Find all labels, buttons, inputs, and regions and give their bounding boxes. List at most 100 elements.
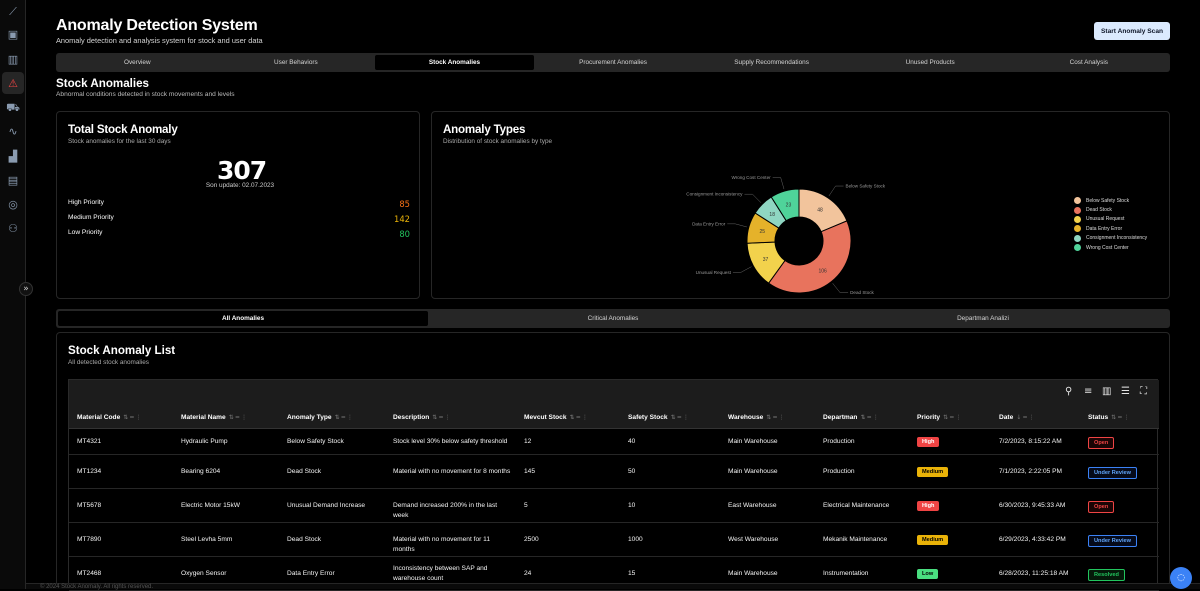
table-cell-desc: Material with no movement for 11 months — [393, 536, 490, 553]
column-actions-icon[interactable]: ⇅ ═ ⋮ — [334, 414, 354, 421]
donut-slice[interactable] — [767, 220, 852, 294]
column-actions-icon[interactable]: ⇅ ═ ⋮ — [432, 414, 451, 421]
table-cell-name: Oxygen Sensor — [181, 570, 227, 577]
column-header[interactable]: Safety Stock ⇅ ═ ⋮ — [628, 414, 689, 421]
legend-swatch — [1074, 234, 1081, 242]
column-actions-icon[interactable]: ⇅ ═ ⋮ — [766, 414, 785, 421]
chart-line-icon[interactable]: ⟋ — [9, 4, 17, 18]
box-icon[interactable]: ▣ — [7, 27, 19, 41]
donut-slice[interactable] — [770, 188, 800, 222]
table-cell-warehouse: Main Warehouse — [728, 570, 778, 577]
sidebar-expand-icon[interactable]: » — [19, 282, 33, 296]
truck-icon[interactable]: ⛟ — [6, 100, 20, 114]
total-anomaly-card: Total Stock Anomaly Stock anomalies for … — [56, 111, 420, 299]
priority-label: High Priority — [68, 199, 104, 206]
column-header[interactable]: Priority ⇅ ═ ⋮ — [917, 414, 962, 421]
search-icon[interactable]: ⚲ — [1065, 386, 1073, 397]
tab-user-behaviors[interactable]: User Behaviors — [274, 59, 318, 66]
activity-icon[interactable]: ∿ — [8, 124, 18, 138]
main-tabs: Overview User Behaviors Stock Anomalies … — [56, 53, 1170, 72]
column-header[interactable]: Material Code ⇅ ═ ⋮ — [77, 414, 142, 421]
table-row[interactable]: MT5678 Electric Motor 15kW Unusual Demand … — [69, 489, 1159, 523]
tab-cost-analysis[interactable]: Cost Analysis — [1069, 59, 1108, 66]
column-header-label: Material Name — [181, 414, 226, 421]
column-actions-icon[interactable]: ⇅ ═ ⋮ — [670, 414, 690, 421]
database-icon[interactable]: ◎ — [8, 197, 18, 211]
status-badge[interactable]: Under Review — [1088, 535, 1137, 547]
table-cell-dept: Production — [823, 468, 855, 475]
table-row[interactable]: MT4321 Hydraulic Pump Below Safety Stock St… — [69, 429, 1159, 455]
tab-procurement-anomalies[interactable]: Procurement Anomalies — [579, 59, 647, 66]
tab-critical-anomalies[interactable]: Critical Anomalies — [587, 315, 639, 322]
column-header-label: Safety Stock — [628, 414, 668, 421]
types-card-subtitle: Distribution of stock anomalies by type — [443, 138, 553, 145]
filter-icon[interactable]: ≡ — [1084, 386, 1093, 397]
column-header[interactable]: Anomaly Type ⇅ ═ ⋮ — [287, 414, 353, 421]
column-actions-icon[interactable]: ⇅ ═ ⋮ — [1111, 414, 1130, 421]
section-subtitle: Abnormal conditions detected in stock mo… — [56, 91, 235, 98]
fullscreen-icon[interactable]: ⛶ — [1140, 386, 1147, 397]
columns-icon[interactable]: ▥ — [1102, 386, 1112, 397]
table-cell-name: Bearing 6204 — [181, 468, 221, 475]
column-header-label: Anomaly Type — [287, 414, 332, 421]
column-actions-icon[interactable]: ⇅ ═ ⋮ — [228, 414, 248, 421]
legend-label: Wrong Cost Center — [1086, 244, 1129, 251]
column-actions-icon[interactable]: ↓ ═ ⋮ — [1016, 414, 1035, 421]
alert-triangle-icon[interactable]: ⚠ — [2, 72, 24, 94]
legend-item[interactable]: Below Safety Stock — [1074, 196, 1147, 205]
column-actions-icon[interactable]: ⇅ ═ ⋮ — [943, 414, 962, 421]
table-row[interactable]: MT1234 Bearing 6204 Dead Stock Material wit… — [69, 455, 1159, 489]
tab-overview[interactable]: Overview — [123, 59, 151, 66]
table-cell-desc: Material with no movement for 8 months — [393, 468, 511, 475]
start-anomaly-scan-button[interactable]: Start Anomaly Scan — [1094, 22, 1170, 40]
column-header[interactable]: Warehouse ⇅ ═ ⋮ — [728, 414, 785, 421]
slice-category-label: Dead Stock — [850, 290, 874, 295]
tab-supply-recommendations[interactable]: Supply Recommendations — [734, 59, 809, 66]
column-header[interactable]: Mevcut Stock ⇅ ═ ⋮ — [524, 414, 588, 421]
last-update: Son update: 02.07.2023 — [205, 182, 275, 189]
column-actions-icon[interactable]: ⇅ ═ ⋮ — [123, 414, 142, 421]
column-actions-icon[interactable]: ⇅ ═ ⋮ — [569, 414, 588, 421]
legend-item[interactable]: Dead Stock — [1074, 205, 1147, 214]
legend-item[interactable]: Wrong Cost Center — [1074, 243, 1147, 252]
table-row[interactable]: MT7890 Steel Levha 5mm Dead Stock Material … — [69, 523, 1159, 557]
status-badge[interactable]: Resolved — [1088, 569, 1125, 581]
tab-departman-analizi[interactable]: Departman Analizi — [957, 315, 1009, 322]
status-badge[interactable]: Open — [1088, 501, 1115, 513]
tab-all-anomalies[interactable]: All Anomalies — [58, 311, 428, 326]
slice-category-label: Wrong Cost Center — [731, 175, 771, 180]
table-cell-name: Electric Motor 15kW — [181, 502, 240, 509]
status-badge[interactable]: Under Review — [1088, 467, 1137, 479]
table-cell-date: 6/30/2023, 9:45:33 AM — [999, 502, 1066, 509]
tab-stock-anomalies[interactable]: Stock Anomalies — [375, 55, 534, 70]
legend-label: Consignment Inconsistency — [1086, 235, 1148, 242]
density-icon[interactable]: ☰ — [1121, 386, 1130, 397]
factory-icon[interactable]: ▟ — [8, 149, 18, 163]
status-badge[interactable]: Open — [1088, 437, 1115, 449]
total-card-title: Total Stock Anomaly — [68, 123, 178, 136]
slice-category-label: Unusual Request — [696, 270, 732, 275]
chat-icon[interactable]: ◌ — [1170, 567, 1192, 589]
priority-value: 85 — [399, 199, 410, 209]
building-icon[interactable]: ▥ — [7, 52, 19, 66]
column-header-label: Description — [393, 414, 430, 421]
legend-item[interactable]: Consignment Inconsistency — [1074, 234, 1147, 243]
clipboard-icon[interactable]: ▤ — [7, 173, 19, 187]
table-cell-date: 6/29/2023, 4:33:42 PM — [999, 536, 1066, 543]
users-icon[interactable]: ⚇ — [8, 221, 18, 235]
tab-unused-products[interactable]: Unused Products — [905, 59, 955, 66]
column-header[interactable]: Departman ⇅ ═ ⋮ — [823, 414, 879, 421]
column-header[interactable]: Description ⇅ ═ ⋮ — [393, 414, 451, 421]
priority-badge: Medium — [917, 467, 949, 477]
column-header[interactable]: Status ⇅ ═ ⋮ — [1088, 414, 1130, 421]
slice-leader-line — [732, 266, 752, 273]
legend-swatch — [1074, 215, 1081, 223]
legend-item[interactable]: Data Entry Error — [1074, 224, 1147, 233]
table-cell-safety: 10 — [628, 502, 636, 509]
column-header[interactable]: Material Name ⇅ ═ ⋮ — [181, 414, 247, 421]
slice-leader-line — [832, 283, 849, 293]
table-cell-code: MT5678 — [77, 502, 102, 509]
column-actions-icon[interactable]: ⇅ ═ ⋮ — [860, 414, 879, 421]
column-header[interactable]: Date ↓ ═ ⋮ — [999, 414, 1035, 421]
legend-item[interactable]: Unusual Request — [1074, 215, 1147, 224]
